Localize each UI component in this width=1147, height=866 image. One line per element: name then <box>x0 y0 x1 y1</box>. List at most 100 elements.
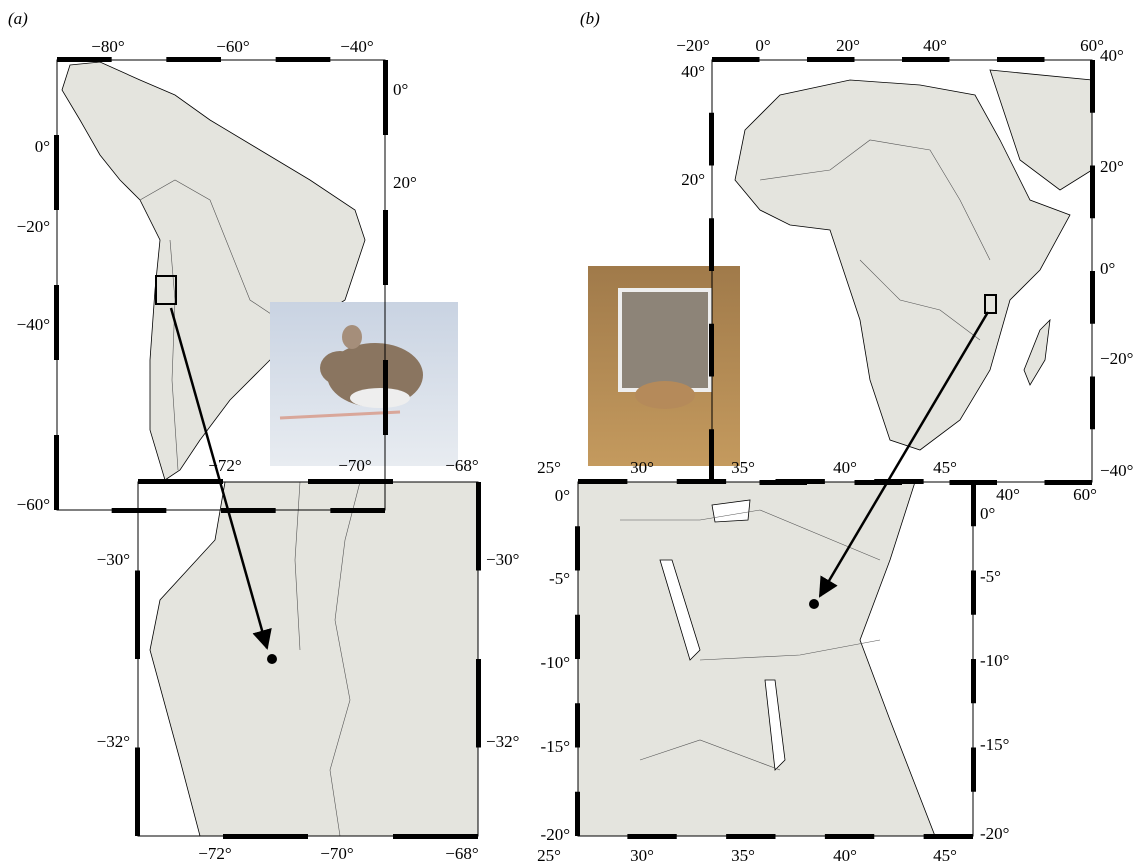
tick-label: 0° <box>1100 259 1115 278</box>
tick-label: −70° <box>338 456 371 475</box>
tick-label: 25° <box>537 846 561 865</box>
tick-label: 20° <box>393 173 417 192</box>
frame-bar <box>924 834 973 839</box>
tick-label: −30° <box>486 550 519 569</box>
frame-bar <box>1090 60 1095 113</box>
frame-bar <box>971 482 976 526</box>
frame-bar <box>54 285 59 360</box>
frame-bar <box>135 748 140 837</box>
frame-bar <box>627 834 676 839</box>
tick-label: -15° <box>980 735 1009 754</box>
tick-label: −68° <box>445 844 478 863</box>
frame-bar <box>997 57 1045 62</box>
frame-bar <box>308 479 393 484</box>
tick-label: 45° <box>933 846 957 865</box>
tick-label: −70° <box>320 844 353 863</box>
frame-bar <box>393 834 478 839</box>
tick-label: −20° <box>676 36 709 55</box>
tick-label: 20° <box>1100 157 1124 176</box>
tick-label: −60° <box>216 37 249 56</box>
tick-label: -10° <box>541 653 570 672</box>
frame-bar <box>709 429 714 482</box>
tick-label: 40° <box>833 458 857 477</box>
tick-label: −20° <box>1100 349 1133 368</box>
tick-label: -20° <box>980 824 1009 843</box>
frame-bar <box>1090 377 1095 430</box>
tick-label: −32° <box>97 732 130 751</box>
frame-bar <box>383 210 388 285</box>
frame-bar <box>1090 271 1095 324</box>
frame-bar <box>276 57 331 62</box>
tick-label: 45° <box>933 458 957 477</box>
mouse-photo <box>270 302 458 466</box>
figure: (a) (b) −80° −60° −40° 0° −20° −40° −60° 0° <box>0 0 1147 866</box>
frame-bar <box>54 135 59 210</box>
tick-label: 60° <box>1073 485 1097 504</box>
frame-bar <box>476 482 481 571</box>
tick-label: -15° <box>541 737 570 756</box>
frame-bar <box>383 360 388 435</box>
tick-label: −32° <box>486 732 519 751</box>
tick-label: −80° <box>91 37 124 56</box>
tick-label: -10° <box>980 651 1009 670</box>
sample-site <box>267 654 277 664</box>
tick-label: 40° <box>996 485 1020 504</box>
frame-bar <box>712 57 760 62</box>
tick-label: −40° <box>17 315 50 334</box>
sample-site <box>809 599 819 609</box>
frame-bar <box>575 792 580 836</box>
frame-bar <box>726 834 775 839</box>
frame-bar <box>57 57 112 62</box>
frame-bar <box>476 659 481 748</box>
frame-bar <box>54 435 59 510</box>
trap-photo <box>588 266 740 466</box>
frame-bar <box>138 479 223 484</box>
frame-bar <box>575 703 580 747</box>
frame-bar <box>825 834 874 839</box>
frame-bar <box>971 571 976 615</box>
frame-bar <box>330 508 385 513</box>
frame-bar <box>776 479 825 484</box>
frame-bar <box>578 479 627 484</box>
tick-label: -20° <box>541 825 570 844</box>
tick-label: −60° <box>17 495 50 514</box>
frame-bar <box>1090 166 1095 219</box>
tick-label: 40° <box>923 36 947 55</box>
frame-bar <box>166 57 221 62</box>
tick-label: −72° <box>198 844 231 863</box>
tick-label: 35° <box>731 846 755 865</box>
frame-bar <box>971 659 976 703</box>
tick-label: 25° <box>537 458 561 477</box>
tick-label: 0° <box>755 36 770 55</box>
panel-label: (a) <box>8 9 28 28</box>
frame-bar <box>971 748 976 792</box>
tick-label: −30° <box>97 550 130 569</box>
tick-label: -5° <box>980 567 1001 586</box>
tick-label: 20° <box>681 170 705 189</box>
tick-label: −40° <box>1100 461 1133 480</box>
frame-bar <box>874 479 923 484</box>
tick-label: −20° <box>17 217 50 236</box>
panel-label: (b) <box>580 9 600 28</box>
tick-label: 0° <box>35 137 50 156</box>
tick-label: 40° <box>681 62 705 81</box>
tick-label: −40° <box>340 37 373 56</box>
frame-bar <box>807 57 855 62</box>
frame-bar <box>135 571 140 660</box>
tick-label: 20° <box>836 36 860 55</box>
frame-bar <box>221 508 276 513</box>
tick-label: −68° <box>445 456 478 475</box>
tick-label: −72° <box>208 456 241 475</box>
tick-label: 0° <box>555 486 570 505</box>
tick-label: -5° <box>549 569 570 588</box>
tick-label: 40° <box>1100 46 1124 65</box>
frame-bar <box>575 615 580 659</box>
tick-label: 0° <box>393 80 408 99</box>
frame-bar <box>223 834 308 839</box>
frame-bar <box>575 526 580 570</box>
map-figure: (a) (b) −80° −60° −40° 0° −20° −40° −60° 0° <box>0 0 1147 866</box>
frame-bar <box>383 60 388 135</box>
frame-bar <box>709 324 714 377</box>
frame-bar <box>709 218 714 271</box>
frame-bar <box>677 479 726 484</box>
